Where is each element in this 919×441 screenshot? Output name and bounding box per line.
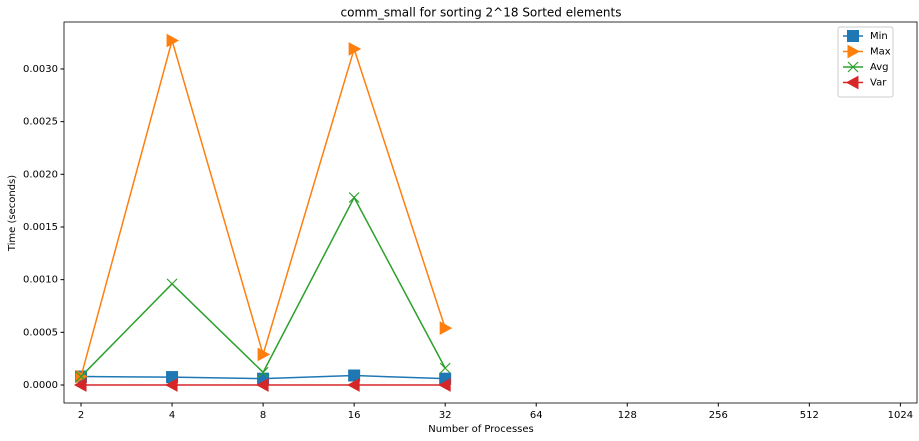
y-tick-label: 0.0025	[23, 117, 58, 128]
data-point	[166, 278, 178, 290]
x-tick-label: 16	[348, 410, 361, 421]
data-point	[438, 378, 451, 392]
data-point	[348, 369, 361, 382]
x-tick-label: 32	[439, 410, 452, 421]
legend-label: Max	[870, 47, 891, 58]
y-tick-label: 0.0005	[23, 327, 58, 338]
x-tick-label: 8	[260, 410, 266, 421]
plot-area	[63, 21, 918, 404]
data-point	[348, 42, 362, 56]
data-point	[73, 378, 87, 392]
legend-label: Var	[870, 78, 887, 89]
y-tick-label: 0.0010	[23, 275, 58, 286]
legend-label: Avg	[870, 62, 889, 73]
series-line	[80, 37, 446, 377]
legend-marker	[845, 75, 859, 90]
x-tick-label: 128	[618, 410, 637, 421]
x-tick-label: 1024	[888, 410, 913, 421]
legend-marker	[847, 61, 859, 73]
data-point	[439, 321, 453, 335]
data-point	[257, 366, 269, 378]
x-tick-label: 256	[709, 410, 728, 421]
chart-title: comm_small for sorting 2^18 Sorted eleme…	[341, 6, 622, 20]
y-tick-label: 0.0000	[23, 380, 58, 391]
data-point	[256, 378, 269, 392]
data-point	[347, 378, 360, 392]
x-tick-label: 4	[169, 410, 175, 421]
x-tick-label: 2	[78, 410, 84, 421]
legend-label: Min	[870, 31, 888, 42]
x-tick-label: 64	[530, 410, 543, 421]
data-point	[165, 378, 178, 392]
x-axis-label: Number of Processes	[428, 424, 533, 435]
x-tick-label: 512	[800, 410, 819, 421]
data-point	[257, 347, 271, 362]
legend-marker	[847, 30, 859, 42]
data-point	[166, 33, 180, 48]
legend-marker	[847, 44, 861, 59]
series-line	[80, 195, 446, 378]
data-point	[439, 362, 451, 374]
y-tick-label: 0.0030	[23, 64, 58, 75]
y-tick-label: 0.0015	[23, 222, 58, 233]
data-point	[348, 192, 360, 203]
y-axis-label: Time (seconds)	[7, 175, 18, 252]
y-tick-label: 0.0020	[23, 169, 58, 180]
